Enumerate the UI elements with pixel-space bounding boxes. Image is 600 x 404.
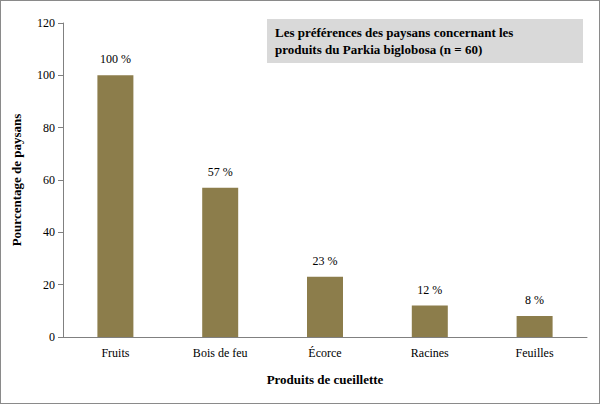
svg-text:60: 60 [43,173,55,187]
svg-text:12 %: 12 % [417,283,442,297]
svg-text:Feuilles: Feuilles [516,346,554,360]
svg-text:Écorce: Écorce [308,346,341,360]
svg-text:23 %: 23 % [313,254,338,268]
svg-text:8 %: 8 % [525,293,544,307]
svg-text:20: 20 [43,278,55,292]
svg-text:100 %: 100 % [100,52,131,66]
svg-text:Bois de feu: Bois de feu [193,346,248,360]
svg-text:100: 100 [37,68,55,82]
svg-text:produits du Parkia biglobosa (: produits du Parkia biglobosa (n = 60) [275,42,482,57]
svg-text:57 %: 57 % [208,165,233,179]
svg-text:Produits de cueillette: Produits de cueillette [267,372,384,387]
svg-text:Pourcentage de paysans: Pourcentage de paysans [9,114,24,247]
svg-text:0: 0 [49,330,55,344]
svg-text:Fruits: Fruits [101,346,129,360]
svg-text:Racines: Racines [411,346,449,360]
svg-text:120: 120 [37,16,55,30]
svg-text:Les préférences des paysans co: Les préférences des paysans concernant l… [275,25,517,40]
svg-text:80: 80 [43,121,55,135]
svg-text:40: 40 [43,225,55,239]
